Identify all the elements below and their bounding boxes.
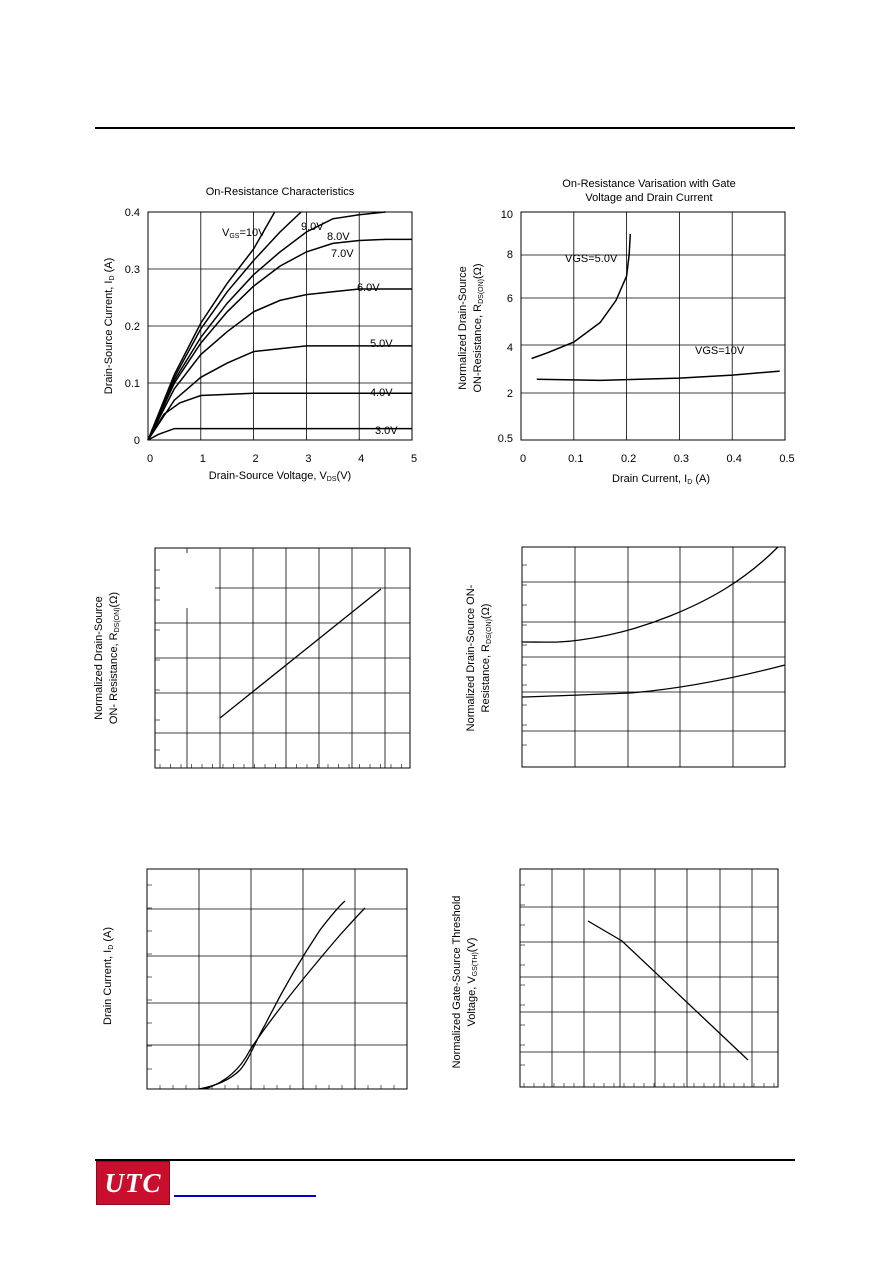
chart-on-resistance-variation: On-Resistance Varisation with Gate Volta… (457, 178, 795, 486)
y-tick-label: 0.5 (498, 433, 513, 445)
chart4-curve-lower (521, 664, 786, 698)
chart1-series-label-6v: 6.0V (357, 282, 380, 294)
y-tick-label: 2 (507, 388, 513, 400)
y-tick-label: 0.2 (125, 321, 140, 333)
chart1-series-label-7v: 7.0V (331, 248, 354, 260)
chart4-curve-upper (521, 546, 779, 643)
x-tick-label: 0.1 (568, 453, 583, 465)
x-tick-label: 4 (358, 453, 364, 465)
series-line (147, 211, 386, 441)
chart3-curve (219, 588, 382, 719)
chart1-series-label-5v: 5.0V (370, 338, 393, 350)
y-tick-label: 0.1 (125, 378, 140, 390)
x-tick-label: 0.2 (621, 453, 636, 465)
chart-on-resistance-characteristics: On-Resistance Characteristics 0 1 2 3 4 5 0 0.… (103, 186, 417, 483)
chart3-ylabel-line1: Normalized Drain-Source (93, 596, 105, 720)
y-tick-label: 8 (507, 249, 513, 261)
chart-rdson-vs-temperature: Normalized Drain-Source ON- Resistance, … (93, 547, 411, 769)
chart5-frame (146, 868, 408, 1090)
x-tick-label: 2 (253, 453, 259, 465)
chart1-ylabel: Drain-Source Current, ID (A) (103, 258, 116, 395)
header-rule (95, 127, 795, 129)
chart1-series-label-4v: 4.0V (370, 387, 393, 399)
series-line (147, 238, 412, 441)
y-tick-label: 0.3 (125, 264, 140, 276)
chart2-grid (521, 212, 785, 440)
series-line (147, 427, 412, 441)
chart2-xlabel: Drain Current, ID (A) (612, 473, 710, 486)
chart2-title-line2: Voltage and Drain Current (585, 192, 712, 204)
chart1-series-label-9v: 9.0V (301, 221, 324, 233)
chart1-x-ticks: 0 1 2 3 4 5 (147, 453, 417, 465)
chart3-ylabel-line2: ON- Resistance, RDS(ON)(Ω) (108, 592, 121, 724)
footer-rule (95, 1159, 795, 1161)
series-line (536, 370, 780, 382)
chart1-y-ticks: 0 0.1 0.2 0.3 0.4 (125, 207, 140, 447)
chart1-xlabel: Drain-Source Voltage, VDS(V) (209, 470, 351, 483)
chart2-title-line1: On-Resistance Varisation with Gate (562, 178, 735, 190)
chart2-ylabel-line1: Normalized Drain-Source (457, 266, 469, 390)
y-tick-label: 4 (507, 342, 513, 354)
chart4-ylabel-line2: Resistance, RDS(ON)(Ω) (480, 604, 493, 713)
chart4-grid (522, 547, 785, 767)
x-tick-label: 1 (200, 453, 206, 465)
chart-transfer-characteristics: Drain Current, ID (A) (102, 868, 408, 1090)
x-tick-label: 5 (411, 453, 417, 465)
logo-text: UTC (104, 1168, 162, 1198)
chart5-curve-b (204, 907, 366, 1090)
y-tick-label: 10 (501, 209, 513, 221)
x-tick-label: 0.3 (674, 453, 689, 465)
chart2-frame (520, 211, 786, 441)
x-tick-label: 0.4 (727, 453, 742, 465)
chart6-ylabel-line2: Voltage, VGS(TH)(V) (466, 938, 479, 1027)
chart1-grid (148, 212, 412, 440)
y-tick-label: 6 (507, 293, 513, 305)
chart5-grid (146, 869, 407, 1089)
series-line (147, 288, 412, 441)
chart2-series (531, 233, 780, 382)
utc-logo: UTC (96, 1161, 170, 1205)
chart2-ylabel-line2: ON-Resistance, RDS(ON)(Ω) (472, 263, 485, 392)
x-tick-label: 0 (520, 453, 526, 465)
chart-rdson-vs-drain-current: Normalized Drain-Source ON- Resistance, … (465, 546, 786, 768)
footer-link[interactable] (174, 1195, 316, 1197)
x-tick-label: 0.5 (779, 453, 794, 465)
chart3-label-mask (160, 553, 215, 608)
chart2-series-label-vgs10: VGS=10V (695, 345, 745, 357)
chart1-series-label-8v: 8.0V (327, 231, 350, 243)
chart6-frame (519, 868, 779, 1088)
series-line (147, 211, 276, 441)
chart5-curve-a (198, 900, 346, 1090)
y-tick-label: 0.4 (125, 207, 140, 219)
chart2-y-ticks: 0.5 2 4 6 8 10 (498, 209, 513, 445)
series-line (147, 345, 412, 441)
chart2-x-ticks: 0 0.1 0.2 0.3 0.4 0.5 (520, 453, 795, 465)
chart1-frame (147, 211, 413, 441)
chart6-grid (520, 869, 778, 1087)
series-line (147, 211, 302, 441)
series-line (147, 392, 412, 441)
chart6-ylabel-line1: Normalized Gate-Source Threshold (451, 896, 463, 1069)
chart-threshold-vs-temperature: Normalized Gate-Source Threshold Voltage… (451, 868, 779, 1088)
chart5-ylabel: Drain Current, ID (A) (102, 927, 115, 1025)
chart1-series-label-3v: 3.0V (375, 425, 398, 437)
chart3-grid (155, 548, 410, 768)
chart4-ylabel-line1: Normalized Drain-Source ON- (465, 584, 477, 731)
series-line (531, 233, 632, 360)
y-tick-label: 0 (134, 435, 140, 447)
chart1-series-label-10v: VGS=10V (222, 227, 266, 240)
chart6-curve (587, 920, 749, 1061)
chart1-series (147, 211, 412, 441)
x-tick-label: 0 (147, 453, 153, 465)
chart1-title: On-Resistance Characteristics (206, 186, 355, 198)
chart2-series-label-vgs5: VGS=5.0V (565, 253, 618, 265)
x-tick-label: 3 (305, 453, 311, 465)
